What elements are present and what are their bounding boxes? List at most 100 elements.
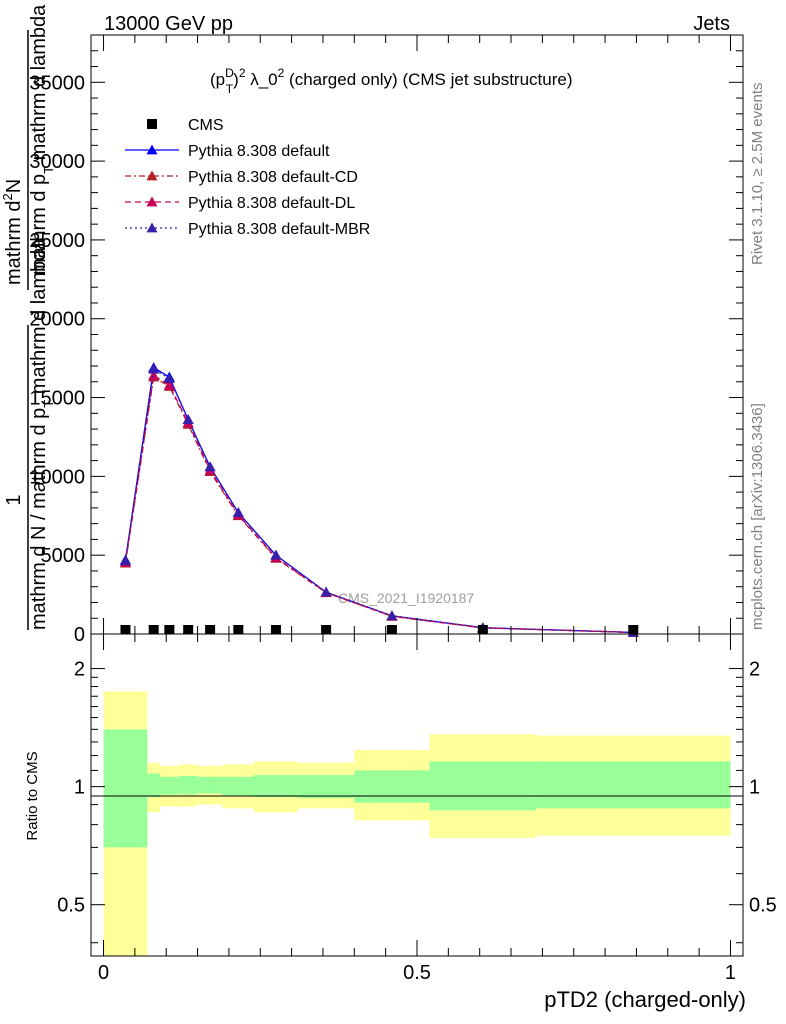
- ylabel-frac-denominator-text: mathrm d p: [28, 174, 50, 275]
- cms-data-point: [233, 625, 244, 634]
- legend-label: Pythia 8.308 default-DL: [188, 195, 355, 212]
- legend-marker: [146, 170, 158, 181]
- energy-label: 13000 GeV pp: [104, 13, 233, 35]
- main-ytick-label: 15000: [29, 388, 85, 410]
- title-sup-2b: 2: [278, 66, 285, 80]
- main-plot: (pD T)2 λ_02 (charged only) (CMS jet subs…: [0, 4, 744, 646]
- xtick-label: 0: [98, 962, 109, 984]
- plot-title: (pD T)2 λ_02 (charged only) (CMS jet subs…: [210, 66, 572, 96]
- main-ytick-label: 35000: [29, 72, 85, 94]
- title-p: (p: [210, 70, 225, 89]
- cms-data-point: [205, 625, 216, 634]
- ratio-inner-band: [254, 775, 298, 798]
- ylabel-denominator-tail: mathrm d lambda: [28, 238, 50, 400]
- legend-label: Pythia 8.308 default-CD: [188, 169, 358, 186]
- ylabel-one: 1: [3, 494, 25, 505]
- cms-data-point: [120, 625, 131, 634]
- series-marker-4: [119, 555, 131, 566]
- cms-data-point: [164, 625, 175, 634]
- cms-data-point: [386, 625, 397, 634]
- ylabel-denominator-sub: T: [41, 400, 56, 408]
- main-ytick-label: 10000: [29, 466, 85, 488]
- series-marker-3: [163, 379, 175, 390]
- legend: CMS Pythia 8.308 default Pythia 8.308 defa…: [125, 117, 370, 238]
- series-marker-4: [148, 363, 160, 374]
- ylabel-numerator-text: mathrm d: [3, 201, 25, 285]
- ylabel-frac-denominator-sub: T: [41, 166, 56, 174]
- ratio-inner-band: [103, 729, 148, 848]
- ylabel-frac-denominator: mathrm d pT mathrm d lambda: [28, 4, 56, 275]
- rivet-label: Rivet 3.1.10, ≥ 2.5M events: [749, 83, 766, 266]
- ylabel-denominator-text: mathrm d N / mathrm d p: [28, 408, 50, 630]
- ratio-inner-band: [178, 775, 198, 795]
- series-marker-4: [232, 507, 244, 518]
- title-sup-d: D: [225, 66, 234, 80]
- main-ytick-label: 0: [74, 624, 85, 646]
- main-ytick-label: 5000: [41, 545, 86, 567]
- cms-data-point: [628, 625, 639, 634]
- main-ytick-label: 25000: [29, 230, 85, 252]
- cms-data-point: [270, 625, 281, 634]
- series-marker-4: [386, 610, 398, 621]
- ratio-ytick-label: 2: [74, 659, 85, 681]
- series-marker-4: [320, 586, 332, 597]
- legend-marker: [146, 222, 158, 233]
- title-close: ): [233, 70, 239, 89]
- legend-label: Pythia 8.308 default: [188, 143, 330, 160]
- cms-data-point: [477, 625, 488, 634]
- jets-label: Jets: [693, 13, 730, 35]
- xtick-label: 0.5: [403, 962, 431, 984]
- ratio-ytick-label: 0.5: [57, 895, 85, 917]
- legend-marker-cms: [147, 119, 157, 129]
- ratio-inner-band: [197, 776, 223, 794]
- title-sup-2a: 2: [239, 66, 246, 80]
- ylabel-numerator-sup: 2: [0, 193, 15, 200]
- ratio-ytick-label-right: 2: [749, 659, 760, 681]
- ratio-plot: 0.5 0.5 1 1 2 2 Ratio to CMS: [24, 633, 777, 957]
- cms-data-point: [321, 625, 332, 634]
- series-marker-4: [182, 414, 194, 425]
- legend-marker: [146, 196, 158, 207]
- ylabel-numerator-tail: N: [3, 179, 25, 193]
- main-ylabel: 1 mathrm d N / mathrm d pT mathrm d lamb…: [0, 4, 56, 630]
- series-marker-4: [270, 549, 282, 560]
- ratio-inner-band: [536, 761, 731, 809]
- ratio-ytick-label-right: 1: [749, 777, 760, 799]
- ratio-bands: [103, 691, 731, 956]
- title-rest: (charged only) (CMS jet substructure): [284, 70, 572, 89]
- ratio-ylabel: Ratio to CMS: [24, 751, 41, 840]
- title-sub-t: T: [226, 82, 234, 96]
- ratio-inner-band: [297, 775, 355, 799]
- xaxis-ticks: 0 0.5 1: [98, 35, 736, 984]
- series-marker-4: [163, 373, 175, 384]
- main-series: [119, 362, 639, 637]
- ylabel-frac-denominator-tail: mathrm d lambda: [28, 4, 50, 166]
- title-lambda: λ_0: [246, 70, 278, 89]
- legend-marker: [146, 144, 158, 155]
- ratio-yaxis-ticks: 0.5 0.5 1 1 2 2: [57, 659, 777, 944]
- ratio-inner-band: [147, 773, 160, 798]
- xaxis-label: pTD2 (charged-only): [544, 987, 746, 1012]
- ratio-ytick-label: 1: [74, 777, 85, 799]
- ratio-inner-band: [354, 770, 430, 803]
- main-ytick-label: 30000: [29, 151, 85, 173]
- ratio-ytick-label-right: 0.5: [749, 895, 777, 917]
- ylabel-numerator: mathrm d2N: [0, 179, 25, 285]
- legend-label: Pythia 8.308 default-MBR: [188, 221, 370, 238]
- ylabel-denominator: mathrm d N / mathrm d pT mathrm d lambda: [28, 238, 56, 630]
- mcplots-label: mcplots.cern.ch [arXiv:1306.3436]: [749, 403, 766, 630]
- analysis-watermark: CMS_2021_I1920187: [338, 590, 474, 606]
- main-yaxis-ticks: 0 5000 10000 15000 20000 25000 30000 35000: [29, 34, 743, 646]
- ratio-inner-band: [429, 761, 537, 811]
- series-marker-4: [204, 461, 216, 472]
- series-line-4: [124, 368, 634, 634]
- legend-label: CMS: [188, 117, 224, 134]
- xtick-label: 1: [725, 962, 736, 984]
- cms-data-point: [148, 625, 159, 634]
- ratio-inner-band: [222, 776, 254, 796]
- ratio-inner-band: [159, 776, 179, 795]
- series-marker-3: [148, 369, 160, 380]
- cms-data-point: [183, 625, 194, 634]
- main-ytick-label: 20000: [29, 309, 85, 331]
